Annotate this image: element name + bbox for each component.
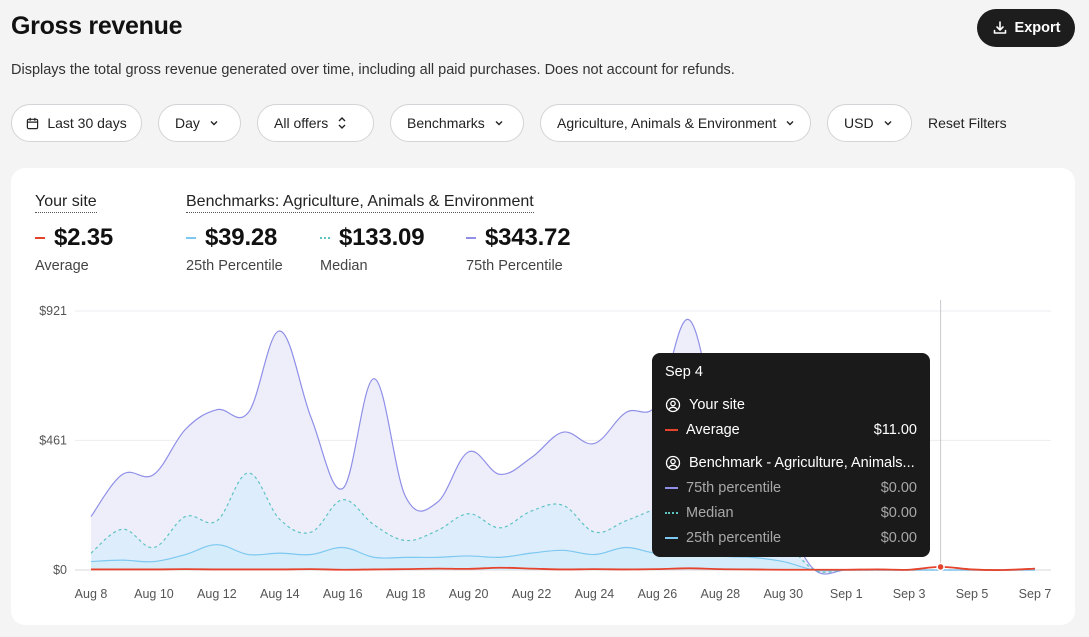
granularity-select[interactable]: Day	[158, 104, 241, 142]
stat-75th-percentile: $343.72 75th Percentile	[466, 224, 571, 274]
tooltip-row-value: $0.00	[880, 479, 917, 496]
granularity-label: Day	[175, 115, 200, 131]
chevron-down-icon	[786, 121, 794, 126]
chart-tooltip: Sep 4 Your site Average $11.00 Benchmark…	[652, 353, 930, 557]
your-site-heading[interactable]: Your site	[35, 192, 97, 213]
tooltip-date: Sep 4	[665, 364, 703, 380]
median-swatch	[665, 511, 678, 514]
x-tick-label: Aug 22	[512, 587, 552, 601]
tooltip-p25-row: 25th percentile $0.00	[665, 525, 917, 550]
category-label: Agriculture, Animals & Environment	[557, 115, 777, 131]
stat-average: $2.35 Average	[35, 224, 113, 274]
export-label: Export	[1014, 20, 1061, 36]
x-tick-label: Sep 3	[893, 587, 926, 601]
x-tick-label: Aug 28	[701, 587, 741, 601]
currency-select[interactable]: USD	[827, 104, 912, 142]
offers-label: All offers	[274, 115, 329, 131]
user-circle-icon	[665, 455, 681, 470]
user-circle-icon	[665, 397, 681, 412]
reset-filters-link[interactable]: Reset Filters	[928, 115, 1007, 131]
p25-swatch	[665, 536, 678, 539]
y-tick-label: $461	[39, 433, 67, 447]
p25-area	[91, 544, 1035, 571]
tooltip-row-value: $0.00	[880, 504, 917, 521]
average-swatch	[35, 237, 45, 239]
tooltip-row-label: Median	[686, 504, 734, 521]
p75-swatch	[466, 237, 476, 239]
hover-point	[936, 562, 945, 572]
tooltip-average-label: Average	[686, 421, 740, 438]
calendar-icon	[27, 117, 39, 129]
p75-swatch	[665, 486, 678, 489]
x-tick-label: Aug 12	[197, 587, 237, 601]
stat-label: 25th Percentile	[186, 258, 283, 274]
tooltip-your-site-row: Your site	[665, 392, 917, 417]
currency-label: USD	[844, 115, 874, 131]
export-button[interactable]: Export	[977, 9, 1075, 47]
x-tick-label: Aug 30	[763, 587, 803, 601]
category-select[interactable]: Agriculture, Animals & Environment	[540, 104, 811, 142]
average-line	[91, 566, 1036, 571]
x-tick-label: Aug 18	[386, 587, 426, 601]
p25-swatch	[186, 237, 196, 239]
x-tick-label: Aug 16	[323, 587, 363, 601]
offers-select[interactable]: All offers	[257, 104, 374, 142]
stat-value: $2.35	[54, 224, 114, 251]
tooltip-median-row: Median $0.00	[665, 500, 917, 525]
filter-bar: Last 30 days Day All offers Benchmarks A…	[11, 104, 1007, 142]
chevron-up-down-icon	[338, 117, 346, 129]
chevron-down-icon	[884, 121, 892, 126]
stat-label: Median	[320, 258, 368, 274]
stat-median: $133.09 Median	[320, 224, 425, 274]
x-tick-label: Sep 5	[956, 587, 989, 601]
tooltip-p75-row: 75th percentile $0.00	[665, 475, 917, 500]
tooltip-benchmark-label: Benchmark - Agriculture, Animals...	[689, 454, 915, 471]
tooltip-row-label: 75th percentile	[686, 479, 782, 496]
stat-value: $343.72	[485, 224, 571, 251]
average-swatch	[665, 428, 678, 431]
tooltip-benchmark-row: Benchmark - Agriculture, Animals...	[665, 450, 917, 475]
median-area	[91, 472, 1035, 573]
x-tick-label: Aug 24	[575, 587, 615, 601]
tooltip-average-row: Average $11.00	[665, 417, 917, 442]
download-icon	[993, 21, 1006, 34]
y-tick-label: $0	[53, 563, 67, 577]
median-swatch	[320, 237, 330, 239]
chevron-down-icon	[495, 121, 503, 126]
chevron-down-icon	[210, 121, 218, 126]
tooltip-your-site-label: Your site	[689, 396, 745, 413]
stat-label: Average	[35, 258, 89, 274]
x-tick-label: Aug 10	[134, 587, 174, 601]
stat-value: $39.28	[205, 224, 278, 251]
x-tick-label: Aug 8	[75, 587, 108, 601]
benchmarks-select[interactable]: Benchmarks	[390, 104, 524, 142]
stat-25th-percentile: $39.28 25th Percentile	[186, 224, 283, 274]
y-tick-label: $921	[39, 304, 67, 318]
tooltip-average-value: $11.00	[873, 421, 917, 438]
tooltip-row-value: $0.00	[880, 529, 917, 546]
benchmarks-label: Benchmarks	[407, 115, 485, 131]
stat-label: 75th Percentile	[466, 258, 563, 274]
p75-area	[91, 319, 1035, 575]
tooltip-row-label: 25th percentile	[686, 529, 782, 546]
benchmarks-heading[interactable]: Benchmarks: Agriculture, Animals & Envir…	[186, 192, 534, 213]
date-range-label: Last 30 days	[47, 115, 127, 131]
page-subtitle: Displays the total gross revenue generat…	[11, 62, 735, 78]
x-tick-label: Sep 7	[1019, 587, 1052, 601]
x-tick-label: Aug 14	[260, 587, 300, 601]
stat-value: $133.09	[339, 224, 425, 251]
date-range-filter[interactable]: Last 30 days	[11, 104, 142, 142]
x-tick-label: Sep 1	[830, 587, 863, 601]
x-tick-label: Aug 26	[638, 587, 678, 601]
page-title: Gross revenue	[11, 12, 183, 40]
x-tick-label: Aug 20	[449, 587, 489, 601]
